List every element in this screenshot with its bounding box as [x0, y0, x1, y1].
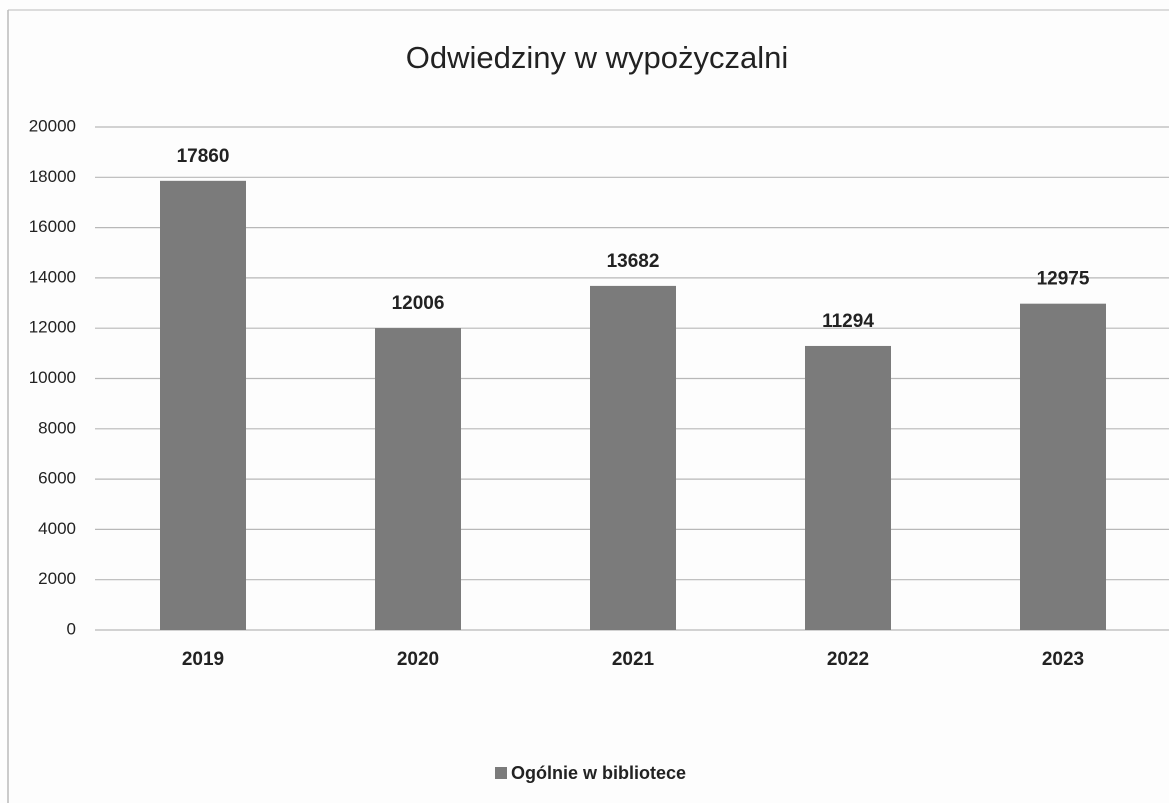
y-tick-label: 20000 — [29, 116, 76, 135]
x-tick-label: 2020 — [397, 649, 439, 670]
y-tick-label: 0 — [67, 619, 76, 638]
data-label: 12975 — [1037, 269, 1090, 290]
x-tick-label: 2019 — [182, 649, 224, 670]
y-tick-label: 4000 — [38, 519, 76, 538]
y-tick-label: 14000 — [29, 267, 76, 286]
bar — [160, 180, 246, 631]
y-tick-label: 16000 — [29, 217, 76, 236]
legend-swatch — [495, 767, 507, 779]
data-label: 12006 — [392, 293, 445, 314]
bar — [375, 328, 461, 630]
bar — [1020, 303, 1106, 630]
data-label: 17860 — [177, 146, 230, 167]
chart-title: Odwiedziny w wypożyczalni — [406, 40, 788, 75]
y-tick-label: 8000 — [38, 418, 76, 437]
x-tick-label: 2022 — [827, 649, 869, 670]
x-tick-label: 2023 — [1042, 649, 1084, 670]
y-tick-label: 12000 — [29, 318, 76, 337]
data-label: 11294 — [822, 311, 874, 332]
data-label: 13682 — [607, 251, 660, 272]
x-tick-label: 2021 — [612, 649, 655, 670]
bar — [805, 345, 891, 630]
y-tick-label: 2000 — [38, 569, 76, 588]
y-tick-label: 6000 — [38, 469, 76, 488]
legend-label: Ogólnie w bibliotece — [511, 763, 686, 783]
y-tick-label: 18000 — [29, 167, 76, 186]
y-tick-label: 10000 — [29, 368, 76, 387]
bar — [590, 285, 676, 630]
